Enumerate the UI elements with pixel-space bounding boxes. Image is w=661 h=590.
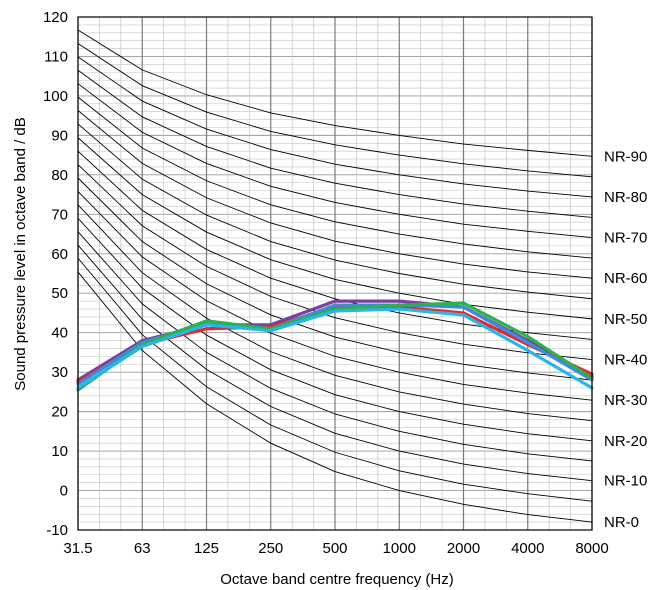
y-tick-label: 20 [51,404,68,421]
nr-labels: NR-90 NR-80 NR-70 NR-60 NR-50 NR-40 NR-30 NR-20… [604,148,647,531]
x-tick-label: 500 [322,540,347,557]
nr-curve-25 [77,204,593,422]
y-tick-label: 100 [43,88,68,105]
nr-label: NR-90 [604,148,647,165]
nr-curve-35 [77,177,593,381]
nr-label: NR-80 [604,189,647,206]
nr-curve-20 [77,217,593,442]
nr-curve-75 [77,69,593,218]
y-tick-label: 70 [51,206,68,223]
nr-curve-5 [77,257,593,502]
y-tick-label: 10 [51,443,68,460]
nr-curve-60 [77,110,593,279]
grid [77,16,593,531]
measured-series [76,299,594,392]
x-tick-label: 1000 [383,540,416,557]
nr-label: NR-40 [604,352,647,369]
nr-label: NR-20 [604,433,647,450]
measured-line-4 [76,301,594,392]
nr-curves [77,29,593,523]
nr-label: NR-0 [604,514,639,531]
nr-curve-85 [77,43,593,178]
y-tick-label: 50 [51,285,68,302]
nr-label: NR-70 [604,230,647,247]
y-tick-label: 60 [51,246,68,263]
plot-frame [77,16,593,531]
nr-label: NR-30 [604,392,647,409]
nr-curve-80 [77,56,593,198]
nr-curve-55 [77,123,593,300]
y-tick-label: 80 [51,167,68,184]
y-tick-label: 90 [51,127,68,144]
nr-label: NR-60 [604,270,647,287]
nr-curve-90 [77,29,593,157]
y-tick-label: 40 [51,325,68,342]
x-tick-label: 125 [194,540,219,557]
x-tick-label: 8000 [575,540,608,557]
x-tick-label: 31.5 [63,540,92,557]
x-tick-label: 250 [258,540,283,557]
x-tick-label: 4000 [511,540,544,557]
y-tick-label: 0 [60,483,68,500]
x-tick-label: 2000 [447,540,480,557]
y-tick-label: 30 [51,364,68,381]
nr-curve-15 [77,231,593,462]
nr-curve-40 [77,164,593,360]
x-tick-label: 63 [134,540,151,557]
nr-curve-30 [77,191,593,401]
y-axis-label: Sound pressure level in octave band / dB [12,117,29,391]
nr-curve-70 [77,83,593,239]
y-tick-labels: -10 0 10 20 30 40 50 60 70 80 90 100 110 120 [43,9,68,539]
nr-curve-0 [77,271,593,523]
y-tick-label: -10 [46,522,68,539]
y-tick-label: 110 [44,48,68,65]
nr-label: NR-10 [604,473,647,490]
x-axis-label: Octave band centre frequency (Hz) [220,571,453,588]
nr-curve-65 [77,96,593,259]
nr-curve-50 [77,137,593,320]
y-tick-label: 120 [43,9,68,26]
nr-label: NR-50 [604,311,647,328]
measured-line-5 [76,307,594,390]
x-tick-labels: 31.5 63 125 250 500 1000 2000 4000 8000 [63,540,608,557]
